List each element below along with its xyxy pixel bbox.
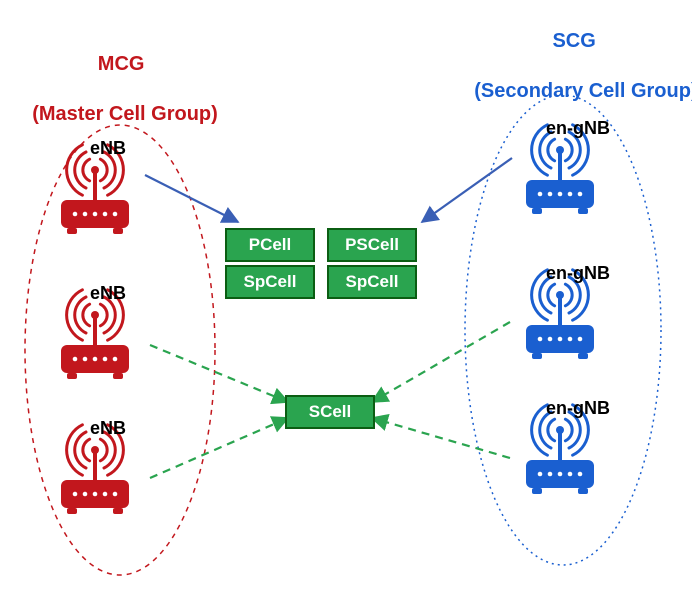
arrow-0: [145, 175, 238, 222]
pscell-box: PSCell: [327, 228, 417, 262]
arrow-1: [422, 158, 512, 222]
basestation-label-gnb1: en-gNB: [546, 118, 610, 139]
pcell-box: PCell: [225, 228, 315, 262]
scell-box: SCell: [285, 395, 375, 429]
basestation-label-enb1: eNB: [90, 138, 126, 159]
spcell-left: SpCell: [225, 265, 315, 299]
basestation-label-gnb2: en-gNB: [546, 263, 610, 284]
arrow-2: [150, 345, 288, 402]
arrow-3: [150, 418, 288, 478]
basestation-label-enb2: eNB: [90, 283, 126, 304]
diagram-canvas: MCG (Master Cell Group) SCG (Secondary C…: [0, 0, 692, 593]
arrow-4: [372, 322, 510, 402]
spcell-right: SpCell: [327, 265, 417, 299]
arrow-5: [372, 418, 510, 458]
basestation-label-gnb3: en-gNB: [546, 398, 610, 419]
basestation-label-enb3: eNB: [90, 418, 126, 439]
